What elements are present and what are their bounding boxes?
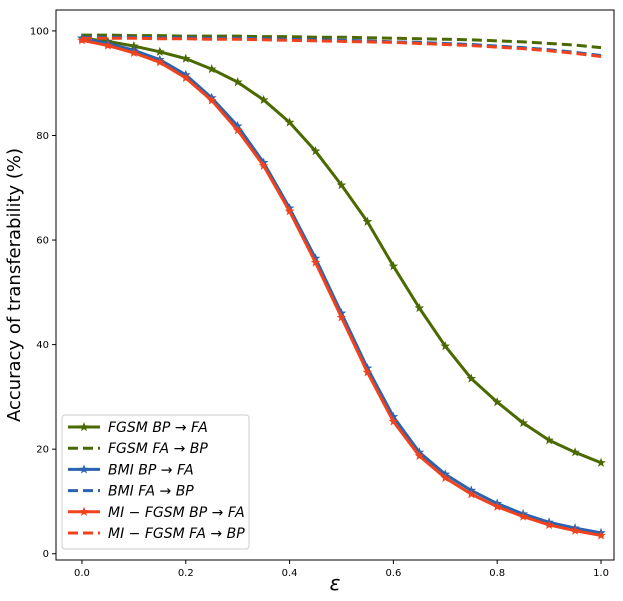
- data-point: [310, 257, 321, 267]
- series-line: [81, 36, 602, 465]
- legend-label: MI − FGSM FA → BP: [108, 526, 245, 542]
- y-tick-label: 20: [36, 445, 49, 456]
- x-tick-label: 0.8: [489, 568, 505, 579]
- series-6: [81, 36, 602, 59]
- y-tick-label: 100: [30, 26, 49, 37]
- plot-area: [77, 33, 606, 540]
- data-point: [336, 312, 347, 322]
- data-point: [570, 447, 580, 457]
- x-tick-label: 0.0: [74, 568, 90, 579]
- data-point: [180, 53, 191, 63]
- legend-item: FGSM BP → FA: [68, 420, 208, 436]
- legend-box: [61, 414, 250, 550]
- data-point: [362, 216, 373, 226]
- x-tick-label: 0.2: [178, 568, 194, 579]
- data-point: [206, 95, 217, 105]
- data-point: [414, 450, 425, 461]
- data-point: [440, 472, 451, 483]
- series-line: [81, 36, 602, 59]
- y-tick-label: 80: [36, 131, 49, 142]
- data-point: [129, 47, 139, 57]
- legend-label: FGSM FA → BP: [108, 441, 208, 457]
- data-point: [466, 489, 477, 499]
- legend-marker: [79, 506, 89, 516]
- legend-marker: [79, 421, 89, 432]
- legend-item: BMI FA → BP: [68, 484, 194, 500]
- legend-marker: [79, 464, 89, 474]
- data-point: [388, 416, 399, 426]
- legend-label: BMI BP → FA: [108, 462, 194, 478]
- data-point: [414, 302, 425, 313]
- legend-label: BMI FA → BP: [108, 484, 194, 500]
- data-point: [596, 457, 606, 467]
- legend-item: MI − FGSM FA → BP: [68, 526, 245, 542]
- legend-item: BMI BP → FA: [68, 462, 194, 478]
- y-tick-label: 0: [43, 549, 49, 560]
- data-point: [388, 261, 399, 271]
- y-tick-label: 40: [36, 340, 49, 351]
- data-point: [570, 525, 580, 535]
- y-tick-label: 60: [36, 236, 49, 247]
- data-point: [544, 519, 554, 530]
- series-2: [81, 33, 602, 50]
- x-axis: 0.0 0.2 0.4 0.6 0.8 1.0: [74, 560, 609, 579]
- series-line: [81, 33, 602, 50]
- data-point: [103, 40, 113, 50]
- x-axis-label: ε: [330, 571, 341, 595]
- data-point: [362, 367, 373, 377]
- data-point: [310, 146, 321, 156]
- plot-frame: [55, 9, 615, 561]
- data-point: [284, 117, 295, 127]
- legend-item: FGSM FA → BP: [68, 441, 208, 457]
- data-point: [596, 530, 606, 540]
- data-point: [518, 511, 528, 521]
- data-point: [258, 160, 269, 170]
- legend-label: FGSM BP → FA: [108, 420, 208, 436]
- data-point: [440, 341, 451, 351]
- data-point: [232, 77, 243, 87]
- y-axis-label: Accuracy of transferability (%): [4, 148, 25, 422]
- series-1: [77, 33, 606, 467]
- data-point: [336, 180, 347, 190]
- data-point: [544, 435, 554, 445]
- x-tick-label: 1.0: [593, 568, 609, 579]
- data-point: [206, 64, 217, 74]
- data-point: [155, 57, 165, 67]
- data-point: [180, 72, 191, 83]
- x-tick-label: 0.6: [385, 568, 401, 579]
- data-point: [258, 94, 269, 105]
- data-point: [518, 417, 528, 428]
- data-point: [492, 397, 503, 407]
- data-point: [492, 501, 503, 511]
- data-point: [155, 46, 165, 56]
- legend-item: MI − FGSM BP → FA: [68, 505, 245, 521]
- x-tick-label: 0.4: [282, 568, 298, 579]
- data-point: [232, 125, 243, 135]
- data-point: [466, 373, 477, 383]
- y-axis: 0 20 40 60 80 100: [30, 26, 56, 560]
- legend-label: MI − FGSM BP → FA: [108, 505, 245, 521]
- legend: FGSM BP → FA FGSM FA → BP BMI BP → FA BMI F…: [61, 414, 250, 550]
- data-point: [284, 206, 295, 216]
